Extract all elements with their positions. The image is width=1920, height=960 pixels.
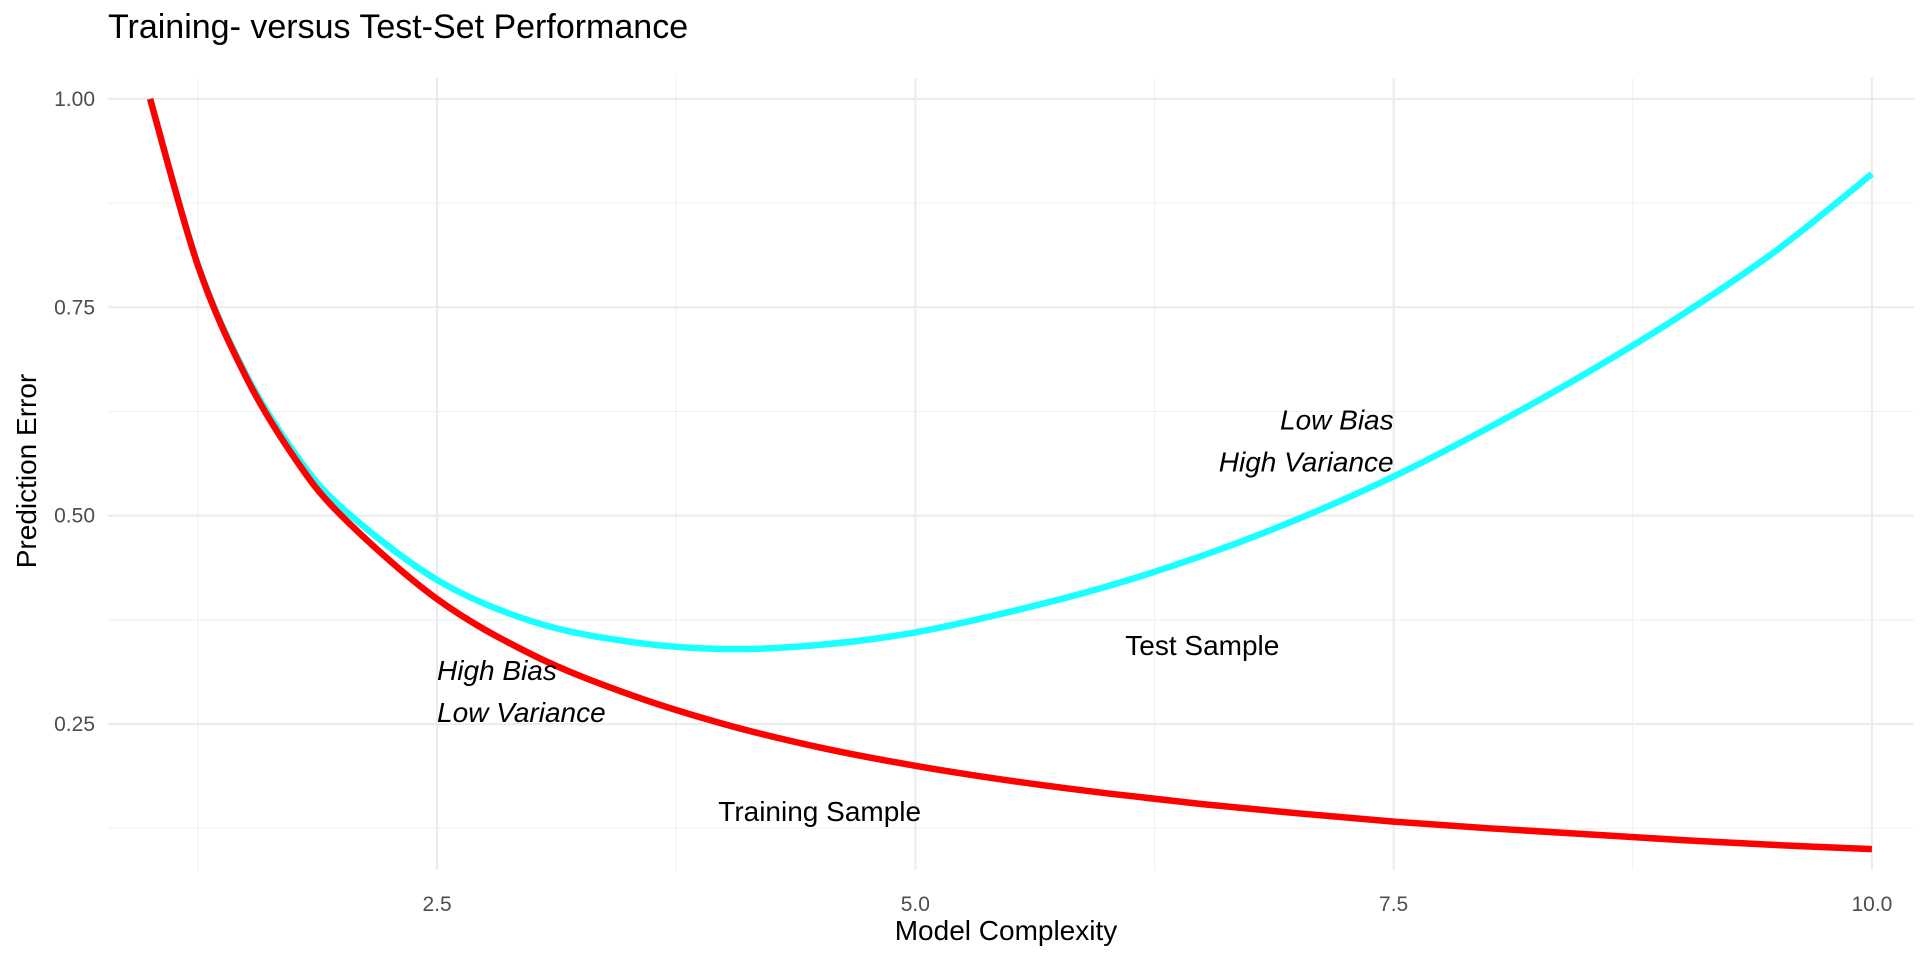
annotation-text: Low Variance bbox=[437, 697, 606, 728]
chart-title: Training- versus Test-Set Performance bbox=[108, 8, 688, 46]
annotations: Low Bias High Variance High Bias Low Varian… bbox=[437, 405, 1394, 827]
x-tick-label: 5.0 bbox=[901, 893, 930, 916]
grid bbox=[108, 78, 1914, 870]
y-tick-label: 1.00 bbox=[54, 88, 95, 111]
x-tick-label: 10.0 bbox=[1851, 893, 1892, 916]
annotation-text: Low Bias bbox=[1280, 405, 1394, 436]
y-tick-label: 0.75 bbox=[54, 296, 95, 319]
y-axis-ticks: 0.25 0.50 0.75 1.00 bbox=[54, 88, 95, 736]
x-axis-title: Model Complexity bbox=[895, 915, 1118, 946]
annotation-text: High Bias bbox=[437, 655, 557, 686]
test-sample-line bbox=[146, 97, 1874, 653]
x-tick-label: 7.5 bbox=[1379, 893, 1408, 916]
training-sample-line bbox=[146, 97, 1873, 853]
y-tick-label: 0.50 bbox=[54, 505, 95, 528]
y-axis-title: Prediction Error bbox=[11, 374, 42, 569]
y-tick-label: 0.25 bbox=[54, 713, 95, 736]
annotation-text: Training Sample bbox=[718, 796, 921, 827]
x-tick-label: 2.5 bbox=[422, 893, 451, 916]
annotation-text: Test Sample bbox=[1125, 630, 1279, 661]
annotation-text: High Variance bbox=[1219, 447, 1394, 478]
series-lines bbox=[146, 97, 1874, 853]
x-axis-ticks: 2.5 5.0 7.5 10.0 bbox=[422, 893, 1892, 916]
